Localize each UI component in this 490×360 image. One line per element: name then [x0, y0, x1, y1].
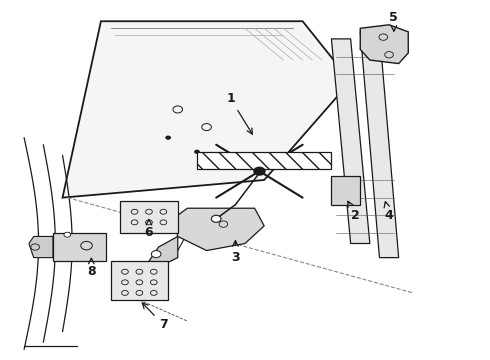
Circle shape: [253, 167, 266, 176]
Polygon shape: [53, 233, 106, 261]
Polygon shape: [197, 152, 331, 170]
Polygon shape: [360, 32, 399, 258]
Circle shape: [211, 215, 221, 222]
Polygon shape: [149, 237, 178, 265]
Text: 7: 7: [142, 303, 168, 331]
Polygon shape: [120, 201, 178, 233]
Polygon shape: [173, 208, 264, 251]
Circle shape: [165, 136, 171, 140]
Polygon shape: [111, 261, 168, 300]
Text: 4: 4: [384, 202, 393, 222]
Circle shape: [223, 157, 229, 161]
Polygon shape: [331, 176, 360, 205]
Text: 2: 2: [348, 201, 360, 222]
Polygon shape: [29, 237, 53, 258]
Polygon shape: [331, 39, 370, 243]
Circle shape: [64, 232, 71, 237]
Polygon shape: [360, 25, 408, 64]
Circle shape: [194, 150, 200, 154]
Text: 6: 6: [145, 220, 153, 239]
Text: 1: 1: [226, 93, 252, 134]
Circle shape: [151, 251, 161, 258]
Text: 8: 8: [87, 258, 96, 278]
Text: 3: 3: [231, 240, 240, 264]
Polygon shape: [63, 21, 351, 198]
Text: 5: 5: [390, 11, 398, 31]
